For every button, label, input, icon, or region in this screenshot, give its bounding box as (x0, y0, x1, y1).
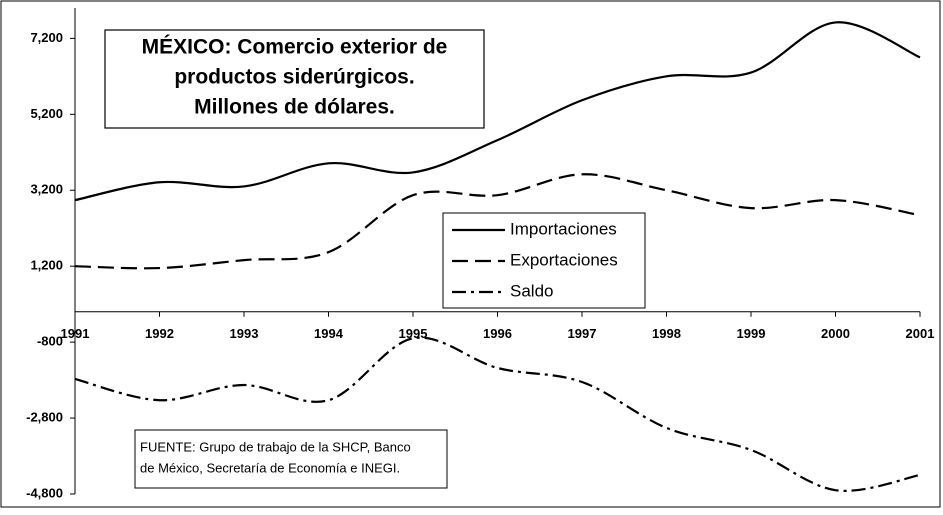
x-tick-label: 1992 (145, 326, 174, 341)
x-tick-label: 2001 (906, 326, 935, 341)
y-tick-label: 7,200 (30, 30, 63, 45)
chart-title: MÉXICO: Comercio exterior de (142, 36, 448, 59)
x-tick-label: 1997 (568, 326, 597, 341)
legend-label: Exportaciones (510, 250, 618, 269)
source-note: FUENTE: Grupo de trabajo de la SHCP, Ban… (140, 439, 411, 454)
x-tick-label: 1993 (230, 326, 259, 341)
chart-title: productos siderúrgicos. (174, 66, 414, 89)
note-box (134, 429, 448, 489)
x-tick-label: 1998 (652, 326, 681, 341)
x-tick-label: 2000 (821, 326, 850, 341)
y-tick-label: 5,200 (30, 106, 63, 121)
series-line (74, 21, 921, 202)
x-tick-label: 1994 (314, 326, 344, 341)
legend-label: Importaciones (510, 219, 617, 238)
source-note: de México, Secretaría de Economía e INEG… (140, 460, 400, 475)
x-tick-label: 1996 (483, 326, 512, 341)
x-tick-label: 1999 (737, 326, 766, 341)
y-tick-label: 1,200 (30, 258, 63, 273)
x-tick-label: 1995 (399, 326, 428, 341)
y-tick-label: 3,200 (30, 182, 63, 197)
x-tick-label: 1991 (61, 326, 90, 341)
y-tick-label: -2,800 (26, 410, 63, 425)
y-tick-label: -4,800 (26, 485, 63, 500)
y-tick-label: -800 (37, 334, 63, 349)
legend-label: Saldo (510, 281, 553, 300)
chart-title: Millones de dólares. (194, 96, 395, 119)
title-box (104, 29, 485, 129)
series-line (74, 173, 921, 270)
